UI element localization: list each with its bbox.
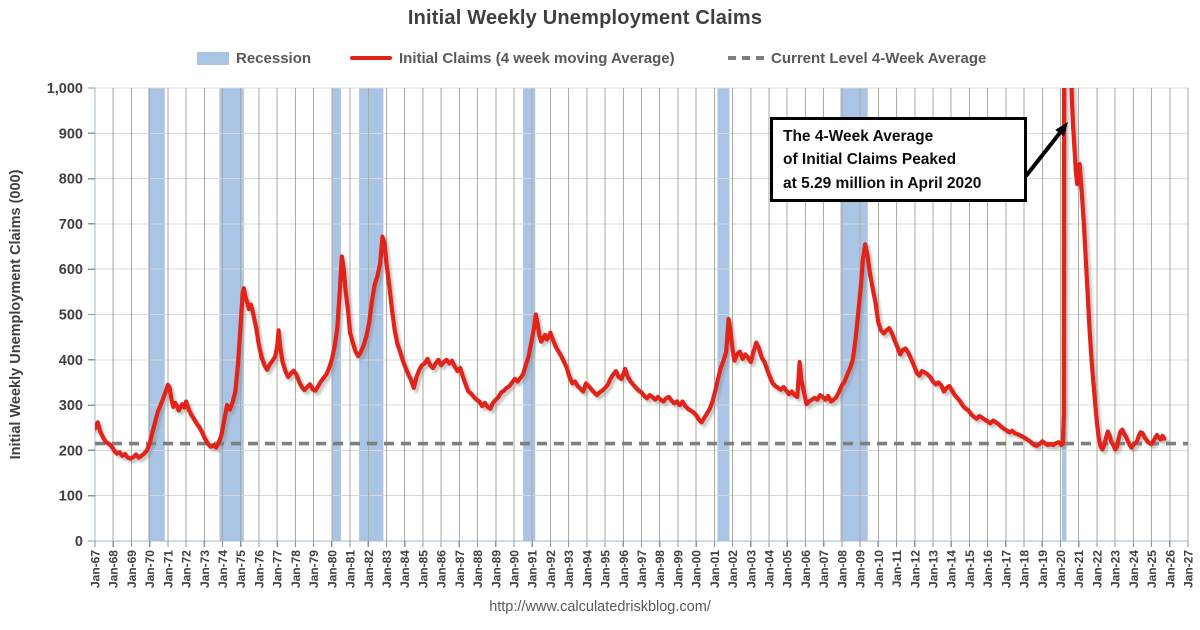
svg-text:Jan-79: Jan-79 [307, 550, 321, 588]
annotation-line-3: at 5.29 million in April 2020 [783, 174, 982, 192]
svg-text:Jan-02: Jan-02 [726, 550, 740, 588]
svg-text:Jan-22: Jan-22 [1090, 550, 1104, 588]
svg-text:Jan-24: Jan-24 [1127, 550, 1141, 588]
svg-text:1,000: 1,000 [47, 81, 83, 97]
vertical-gridlines [112, 88, 1189, 541]
svg-text:Jan-96: Jan-96 [617, 550, 631, 588]
annotation-line-1: The 4-Week Average [783, 128, 934, 145]
svg-text:Jan-84: Jan-84 [398, 550, 412, 588]
svg-text:300: 300 [59, 398, 83, 414]
svg-text:Jan-98: Jan-98 [653, 550, 667, 588]
svg-text:Jan-19: Jan-19 [1036, 550, 1050, 588]
svg-text:0: 0 [75, 534, 83, 550]
svg-text:Jan-04: Jan-04 [763, 550, 777, 588]
svg-text:Jan-95: Jan-95 [599, 550, 613, 588]
svg-text:Jan-91: Jan-91 [526, 550, 540, 588]
svg-text:Jan-16: Jan-16 [981, 550, 995, 588]
svg-text:Jan-71: Jan-71 [161, 550, 175, 588]
svg-text:Jan-03: Jan-03 [744, 550, 758, 588]
svg-text:600: 600 [59, 262, 83, 278]
x-axis-labels: Jan-67 Jan-68 Jan-69 Jan-70 Jan-71 Jan-72 Jan-… [89, 550, 1196, 588]
svg-text:Jan-77: Jan-77 [271, 550, 285, 588]
svg-text:800: 800 [59, 172, 83, 188]
claims-line-path [95, 88, 1167, 461]
legend-label-current-level: Current Level 4-Week Average [771, 49, 987, 67]
svg-text:Jan-82: Jan-82 [362, 550, 376, 588]
svg-text:Jan-90: Jan-90 [507, 550, 521, 588]
source-url: http://www.calculatedriskblog.com/ [489, 599, 711, 615]
svg-text:Jan-76: Jan-76 [252, 550, 266, 588]
svg-text:Jan-97: Jan-97 [635, 550, 649, 588]
svg-text:Jan-11: Jan-11 [890, 550, 904, 588]
annotation-box: The 4-Week Average of Initial Claims Pea… [770, 117, 1027, 202]
svg-text:Jan-93: Jan-93 [562, 550, 576, 588]
svg-text:Jan-12: Jan-12 [908, 550, 922, 588]
svg-text:200: 200 [59, 443, 83, 459]
svg-text:Jan-69: Jan-69 [125, 550, 139, 588]
recession-swatch-icon [197, 51, 229, 65]
svg-text:Jan-87: Jan-87 [453, 550, 467, 588]
svg-text:Jan-67: Jan-67 [89, 550, 103, 588]
claims-line-swatch-icon [350, 56, 392, 60]
svg-text:900: 900 [59, 126, 83, 142]
svg-text:Jan-23: Jan-23 [1109, 550, 1123, 588]
svg-text:Jan-17: Jan-17 [999, 550, 1013, 588]
svg-text:Jan-21: Jan-21 [1072, 550, 1086, 588]
svg-text:Jan-72: Jan-72 [180, 550, 194, 588]
svg-text:Jan-18: Jan-18 [1018, 550, 1032, 588]
y-axis-title: Initial Weekly Unemployment Claims (000) [8, 169, 24, 459]
legend-item-initial-claims: Initial Claims (4 week moving Average) [350, 49, 675, 67]
svg-text:Jan-09: Jan-09 [854, 550, 868, 588]
svg-text:Jan-89: Jan-89 [489, 550, 503, 588]
annotation-arrow [1024, 122, 1068, 178]
svg-text:Jan-92: Jan-92 [544, 550, 558, 588]
svg-text:Jan-06: Jan-06 [799, 550, 813, 588]
current-level-swatch-icon [728, 56, 764, 60]
legend-item-recession: Recession [197, 49, 311, 67]
svg-text:Jan-01: Jan-01 [708, 550, 722, 588]
svg-text:Jan-20: Jan-20 [1054, 550, 1068, 588]
svg-text:Jan-70: Jan-70 [143, 550, 157, 588]
claims-line [95, 88, 1169, 464]
claims-line-shadow [95, 88, 1169, 464]
svg-text:Jan-07: Jan-07 [817, 550, 831, 588]
svg-text:Jan-00: Jan-00 [690, 550, 704, 588]
svg-text:Jan-25: Jan-25 [1145, 550, 1159, 588]
svg-text:Jan-81: Jan-81 [344, 550, 358, 588]
svg-text:700: 700 [59, 217, 83, 233]
svg-text:Jan-73: Jan-73 [198, 550, 212, 588]
chart-title: Initial Weekly Unemployment Claims [407, 7, 763, 29]
svg-text:Jan-27: Jan-27 [1182, 550, 1196, 588]
svg-text:Jan-85: Jan-85 [416, 550, 430, 588]
legend-item-current-level: Current Level 4-Week Average [728, 49, 986, 67]
svg-text:Jan-68: Jan-68 [107, 550, 121, 588]
svg-text:Jan-94: Jan-94 [580, 550, 594, 588]
svg-text:Jan-99: Jan-99 [671, 550, 685, 588]
y-axis-labels: 0 100 200 300 400 500 600 700 800 900 1,000 [47, 81, 83, 550]
svg-text:400: 400 [59, 353, 83, 369]
legend-label-initial-claims: Initial Claims (4 week moving Average) [399, 49, 675, 67]
svg-text:Jan-05: Jan-05 [781, 550, 795, 588]
svg-text:Jan-86: Jan-86 [435, 550, 449, 588]
svg-text:Jan-83: Jan-83 [380, 550, 394, 588]
axes [88, 87, 1189, 547]
annotation-line-2: of Initial Claims Peaked [783, 151, 957, 169]
svg-text:Jan-88: Jan-88 [471, 550, 485, 588]
svg-text:Jan-26: Jan-26 [1163, 550, 1177, 588]
svg-text:Jan-15: Jan-15 [963, 550, 977, 588]
svg-text:Jan-75: Jan-75 [234, 550, 248, 588]
legend-label-recession: Recession [236, 49, 312, 67]
svg-text:Jan-74: Jan-74 [216, 550, 230, 588]
svg-text:Jan-80: Jan-80 [325, 550, 339, 588]
svg-text:Jan-14: Jan-14 [945, 550, 959, 588]
svg-text:100: 100 [59, 489, 83, 505]
svg-text:Jan-08: Jan-08 [835, 550, 849, 588]
svg-text:Jan-78: Jan-78 [289, 550, 303, 588]
svg-text:Jan-10: Jan-10 [872, 550, 886, 588]
svg-text:500: 500 [59, 308, 83, 324]
svg-text:Jan-13: Jan-13 [926, 550, 940, 588]
svg-text:Initial Weekly Unemployment Cl: Initial Weekly Unemployment Claims (000) [8, 169, 24, 459]
